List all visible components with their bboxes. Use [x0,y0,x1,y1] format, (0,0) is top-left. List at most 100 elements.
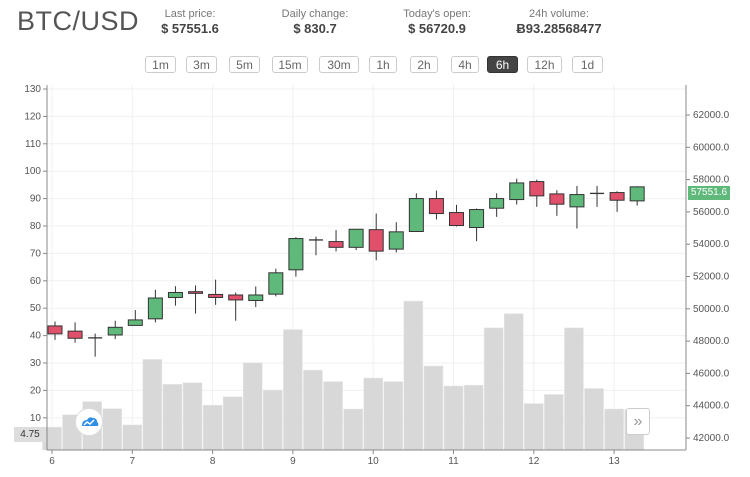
candle-body [127,319,143,326]
candle-body [248,294,264,301]
volume-bar [483,327,504,451]
stat-value: $ 57551.6 [161,21,219,36]
volume-bar [343,408,363,451]
volume-bar [383,381,404,451]
stat-label: 24h volume: [529,8,589,20]
stat-24h-volume: 24h volume: Ƀ93.28568477 [504,8,614,36]
x-tick-label: 7 [130,456,136,467]
candle-body [368,229,384,252]
left-tick-label: 100 [24,166,41,177]
interval-button-4h[interactable]: 4h [451,56,479,73]
volume-bar [102,408,122,451]
interval-button-15m[interactable]: 15m [272,56,308,73]
candle-body [208,293,224,298]
left-tick-label: 70 [30,248,42,259]
interval-button-12h[interactable]: 12h [527,56,562,73]
left-tick-label: 110 [25,139,41,150]
candle-body [449,212,464,227]
interval-button-1m[interactable]: 1m [145,56,176,73]
candle-body [489,198,505,209]
volume-bar [162,384,183,451]
volume-bar [403,300,424,451]
candle-body [428,198,444,215]
stat-label: Daily change: [281,8,349,20]
volume-bar [544,394,564,451]
right-tick-label: 62000.0 [693,110,730,121]
stat-todays-open: Today's open: $ 56720.9 [382,8,492,36]
candle-body [147,297,163,320]
candle-body [549,193,565,205]
x-tick-label: 8 [210,456,216,467]
right-tick-label: 52000.0 [693,272,730,283]
volume-bar [584,388,604,451]
x-tick-label: 12 [528,456,540,467]
candle-body [167,292,183,298]
volume-bar [263,389,283,451]
interval-button-1h[interactable]: 1h [369,56,397,73]
volume-bar [142,359,163,451]
interval-button-2h[interactable]: 2h [410,56,438,73]
right-tick-label: 44000.0 [693,401,730,412]
stat-value: $ 56720.9 [408,21,466,36]
candle-body [328,241,344,248]
candle-body [288,238,304,271]
volume-bar [524,403,544,451]
candle-body [107,326,123,336]
right-tick-label: 54000.0 [693,239,730,250]
right-tick-label: 42000.0 [693,433,730,444]
volume-bar [463,384,484,451]
pair-title: BTC/USD [17,6,140,36]
stat-last-price: Last price: $ 57551.6 [135,8,245,36]
volume-bar [303,369,323,451]
right-tick-label: 50000.0 [693,304,730,315]
left-tick-label: 40 [30,331,42,342]
volume-bar [222,396,243,451]
candle-body [228,294,244,301]
candle-body [388,231,404,250]
volume-bar [182,382,203,451]
stat-value: $ 830.7 [293,21,337,36]
volume-bar [604,408,624,451]
volume-bar [283,329,303,451]
right-tick-label: 56000.0 [693,207,730,218]
left-tick-label: 50 [30,303,42,314]
x-tick-label: 9 [290,456,296,467]
right-tick-label: 60000.0 [693,142,730,153]
x-tick-label: 13 [609,456,621,467]
candle-body [268,272,284,295]
crosshair-value-label: 4.75 [14,427,46,442]
interval-button-6h[interactable]: 6h [487,56,518,73]
left-tick-label: 20 [30,385,42,396]
stat-daily-change: Daily change: $ 830.7 [260,8,370,36]
right-tick-label: 46000.0 [693,368,730,379]
candle-body [67,330,83,339]
candle-body [609,192,625,201]
volume-bar [503,313,524,451]
interval-button-5m[interactable]: 5m [229,56,260,73]
volume-bar [423,365,444,451]
stat-value: Ƀ93.28568477 [516,21,602,36]
left-tick-label: 120 [24,111,41,122]
left-tick-label: 60 [30,276,42,287]
x-tick-label: 11 [448,456,459,467]
left-tick-label: 130 [24,84,41,95]
volume-bar [323,381,343,451]
cloud-chart-logo-icon[interactable] [75,408,103,436]
volume-bar [243,362,263,451]
interval-button-3m[interactable]: 3m [186,56,217,73]
interval-button-1d[interactable]: 1d [572,56,603,73]
left-tick-label: 80 [30,221,42,232]
volume-bar [202,404,223,451]
last-price-label: 57551.6 [688,186,730,200]
candle-body [629,186,645,202]
right-tick-label: 58000.0 [693,175,730,186]
volume-bar [443,385,464,451]
candle-body [188,291,204,294]
double-chevron-right-icon[interactable]: » [626,408,650,435]
volume-bar [363,377,383,451]
interval-button-30m[interactable]: 30m [319,56,359,73]
candle-body [348,228,364,248]
x-tick-label: 6 [49,456,55,467]
candle-body [529,181,545,197]
